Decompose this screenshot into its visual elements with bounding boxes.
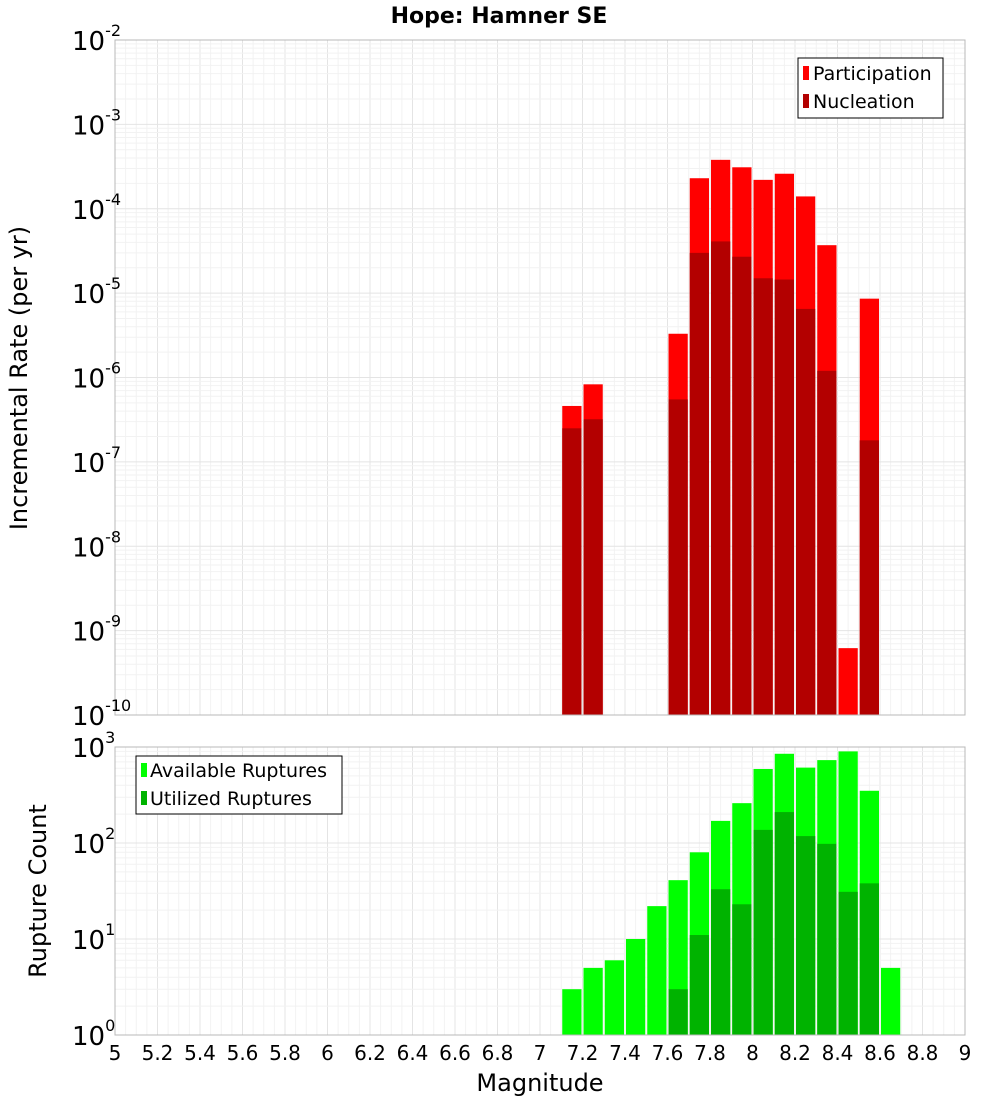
x-tick-label: 8.2 (779, 1041, 811, 1065)
count-bar-series-2 (753, 829, 773, 1035)
rate-panel-bars (562, 159, 879, 716)
count-bar-series-2 (732, 904, 752, 1035)
y-tick-label: 10-10 (72, 696, 131, 732)
y-tick-label: 10-9 (72, 612, 121, 648)
rate-panel-frame (114, 39, 966, 716)
count-bar-series-2 (859, 883, 879, 1035)
x-tick-label: 7.8 (694, 1041, 726, 1065)
x-tick-label: 5 (109, 1041, 122, 1065)
count-panel-y-ticks: 100 101 102 103 (72, 728, 115, 1052)
rate-bar-series-2 (668, 399, 688, 715)
count-bar-series-1 (583, 967, 603, 1035)
rate-bar-series-2 (817, 370, 837, 715)
rate-bar-series-1 (838, 648, 858, 715)
count-bar-series-2 (774, 812, 794, 1035)
rate-bar-series-2 (689, 252, 709, 715)
participation-legend-label: Participation (813, 63, 932, 85)
count-bar-series-1 (647, 906, 667, 1035)
x-tick-label: 6.8 (482, 1041, 514, 1065)
x-tick-label: 6 (321, 1041, 334, 1065)
count-bar-series-1 (881, 967, 901, 1035)
rupture-count-y-axis-label: Rupture Count (24, 804, 52, 978)
x-tick-label: 5.6 (227, 1041, 259, 1065)
x-tick-label: 5.4 (184, 1041, 216, 1065)
rate-panel-grid (114, 40, 966, 716)
y-tick-label: 10-2 (72, 21, 121, 57)
rate-panel-y-ticks: 10-10 10-9 10-8 10-7 10-6 10-5 10-4 10-3 10-2 (72, 21, 131, 732)
rate-bar-series-2 (711, 241, 731, 715)
x-tick-label: 5.8 (269, 1041, 301, 1065)
y-tick-label: 10-3 (72, 105, 121, 141)
rate-bar-series-2 (583, 419, 603, 715)
count-panel-frame (114, 746, 966, 1036)
rate-bar-series-2 (753, 278, 773, 715)
x-tick-label: 7 (534, 1041, 547, 1065)
x-tick-label: 6.6 (439, 1041, 471, 1065)
count-panel-bars (562, 751, 901, 1035)
participation-legend-swatch (803, 66, 809, 80)
x-tick-label: 8.6 (864, 1041, 896, 1065)
y-tick-label: 102 (72, 824, 115, 860)
rate-bar-series-2 (774, 279, 794, 715)
y-tick-label: 10-8 (72, 527, 121, 563)
magnitude-x-ticks: 5 5.2 5.4 5.6 5.8 6 6.2 6.4 6.6 6.8 7 7.2 7.4 7.6 7.8 8… (109, 1041, 972, 1065)
count-bar-series-2 (711, 889, 731, 1035)
rate-panel: 10-10 10-9 10-8 10-7 10-6 10-5 10-4 10-3 10-2 In… (5, 21, 966, 732)
count-bar-series-2 (689, 935, 709, 1035)
chart-title: Hope: Hamner SE (391, 4, 608, 29)
x-tick-label: 7.6 (652, 1041, 684, 1065)
count-bar-series-2 (817, 843, 837, 1035)
count-bar-series-2 (838, 891, 858, 1035)
y-tick-label: 10-7 (72, 443, 121, 479)
count-bar-series-1 (626, 939, 646, 1035)
rate-bar-series-2 (859, 440, 879, 715)
nucleation-legend-label: Nucleation (813, 91, 915, 113)
y-tick-label: 101 (72, 920, 115, 956)
utilized-legend-label: Utilized Ruptures (150, 788, 312, 810)
count-bar-series-1 (604, 960, 624, 1035)
x-tick-label: 9 (959, 1041, 972, 1065)
x-tick-label: 7.2 (567, 1041, 599, 1065)
x-tick-label: 5.2 (142, 1041, 174, 1065)
rate-y-axis-label: Incremental Rate (per yr) (5, 226, 33, 530)
available-legend-swatch (141, 763, 147, 777)
y-tick-label: 10-6 (72, 359, 121, 395)
available-legend-label: Available Ruptures (150, 760, 327, 782)
count-bar-series-1 (562, 989, 582, 1035)
rate-bar-series-2 (732, 256, 752, 715)
utilized-legend-swatch (141, 791, 147, 805)
x-tick-label: 7.4 (609, 1041, 641, 1065)
y-tick-label: 10-4 (72, 190, 121, 226)
count-legend: Available Ruptures Utilized Ruptures (135, 755, 343, 815)
x-tick-label: 6.4 (397, 1041, 429, 1065)
nucleation-legend-swatch (803, 94, 809, 108)
rate-bar-series-2 (562, 428, 582, 715)
y-tick-label: 100 (72, 1016, 115, 1052)
rate-legend: Participation Nucleation (797, 57, 944, 119)
count-panel: 100 101 102 103 5 5.2 5.4 5.6 5.8 6 6.2 6.4 6.6 6.8 7… (24, 728, 971, 1097)
count-bar-series-2 (796, 836, 816, 1035)
magnitude-x-axis-label: Magnitude (476, 1069, 603, 1097)
x-tick-label: 8.8 (907, 1041, 939, 1065)
x-tick-label: 8.4 (822, 1041, 854, 1065)
y-tick-label: 10-5 (72, 274, 121, 310)
x-tick-label: 6.2 (354, 1041, 386, 1065)
y-tick-label: 103 (72, 728, 115, 764)
x-tick-label: 8 (746, 1041, 759, 1065)
count-bar-series-2 (668, 989, 688, 1035)
count-legend-box (135, 755, 343, 815)
rate-bar-series-2 (796, 308, 816, 715)
rate-legend-box (797, 57, 944, 119)
